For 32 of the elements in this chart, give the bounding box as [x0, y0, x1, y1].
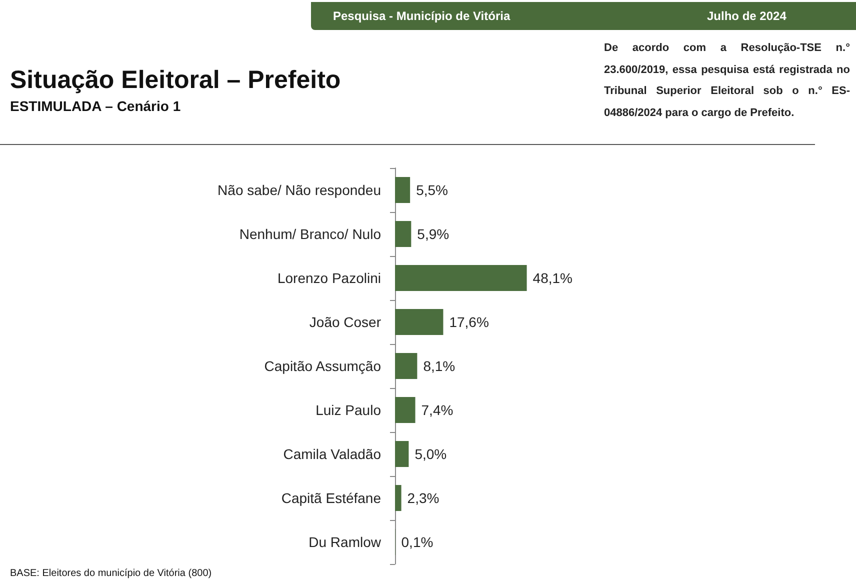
bar — [395, 177, 410, 203]
data-label: 5,5% — [416, 182, 448, 198]
y-tick-label: Nenhum/ Branco/ Nulo — [239, 226, 382, 242]
y-tick-label: Lorenzo Pazolini — [277, 270, 381, 286]
y-tick-label: Capitão Assumção — [264, 358, 382, 374]
data-label: 8,1% — [423, 358, 456, 374]
text: Pesquisa - Município de Vitória — [333, 9, 510, 23]
data-label: 48,1% — [532, 270, 572, 286]
bar — [395, 485, 402, 511]
data-label: 5,9% — [417, 226, 450, 242]
y-tick-label: Luiz Paulo — [316, 402, 382, 418]
bar — [395, 309, 444, 335]
text: BASE: Eleitores do município de Vitória (800) — [10, 568, 212, 579]
y-tick-label: Não sabe/ Não respondeu — [218, 182, 381, 198]
bar — [395, 397, 416, 423]
data-label: 17,6% — [449, 314, 489, 330]
text: De acordo com a Resolução-TSE n.° 23.600/2019, essa pesquisa está registrada no Tribunal Superior Eleitoral sob o n.° ES-04886/2024 para o cargo de Prefeito. — [604, 41, 850, 120]
bar — [395, 265, 527, 291]
text: Situação Eleitoral – Prefeito — [10, 66, 341, 95]
data-label: 0,1% — [401, 534, 434, 550]
data-label: 7,4% — [421, 402, 454, 418]
y-tick-label: Camila Valadão — [283, 446, 382, 462]
y-tick-label: Capitã Estéfane — [281, 490, 382, 506]
y-tick-label: João Coser — [309, 314, 382, 330]
text: ESTIMULADA – Cenário 1 — [10, 98, 181, 114]
bar — [395, 353, 418, 379]
data-label: 2,3% — [407, 490, 440, 506]
data-label: 5,0% — [414, 446, 447, 462]
bar — [395, 441, 409, 467]
bar — [395, 221, 412, 247]
y-tick-label: Du Ramlow — [308, 534, 382, 550]
text: Julho de 2024 — [707, 9, 786, 23]
